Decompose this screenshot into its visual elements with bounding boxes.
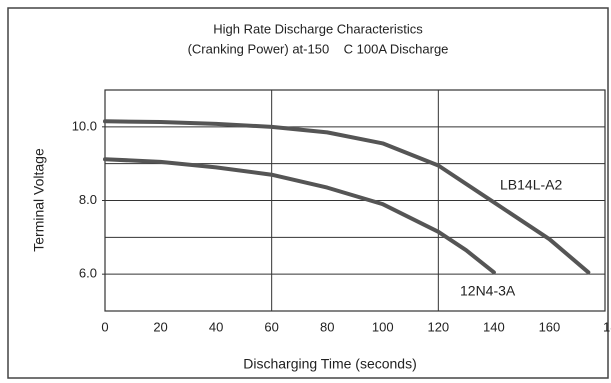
x-tick-label: 20 <box>153 319 167 334</box>
y-tick-label: 6.0 <box>79 266 97 281</box>
frame <box>7 7 609 379</box>
chart-subtitle: (Cranking Power) at-150 C 100A Discharge <box>188 41 449 56</box>
chart-title: High Rate Discharge Characteristics <box>213 21 423 36</box>
series-label: LB14L-A2 <box>500 177 562 193</box>
x-tick-label: 120 <box>427 319 449 334</box>
x-tick-label: 0 <box>101 319 108 334</box>
x-tick-label: 40 <box>209 319 223 334</box>
x-tick-label: 100 <box>372 319 394 334</box>
series-line <box>103 119 591 275</box>
x-tick-label: 60 <box>264 319 278 334</box>
x-tick-label: 180 <box>603 319 611 334</box>
y-tick-label: 8.0 <box>79 192 97 207</box>
y-axis-label: Terminal Voltage <box>31 148 47 252</box>
series-label: 12N4-3A <box>460 283 516 299</box>
y-tick-label: 10.0 <box>72 118 97 133</box>
x-tick-label: 160 <box>539 319 561 334</box>
x-tick-label: 140 <box>483 319 505 334</box>
x-axis-label: Discharging Time (seconds) <box>243 356 417 372</box>
series-line <box>103 157 496 275</box>
x-tick-label: 80 <box>320 319 334 334</box>
